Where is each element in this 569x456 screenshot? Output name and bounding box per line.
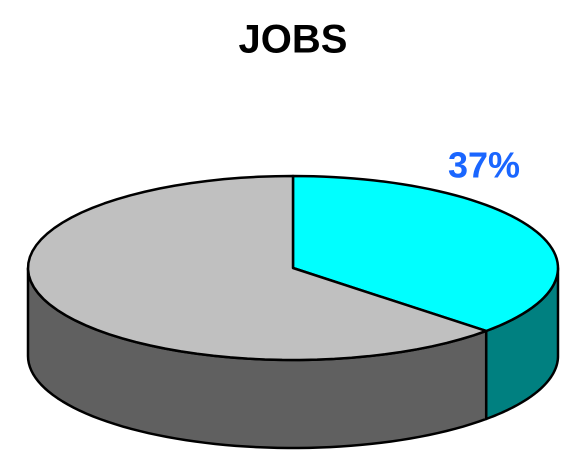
chart-title: JOBS [239, 18, 348, 62]
data-label: 37% [448, 145, 520, 186]
slice-top [26, 174, 488, 362]
slice-top [291, 174, 560, 333]
